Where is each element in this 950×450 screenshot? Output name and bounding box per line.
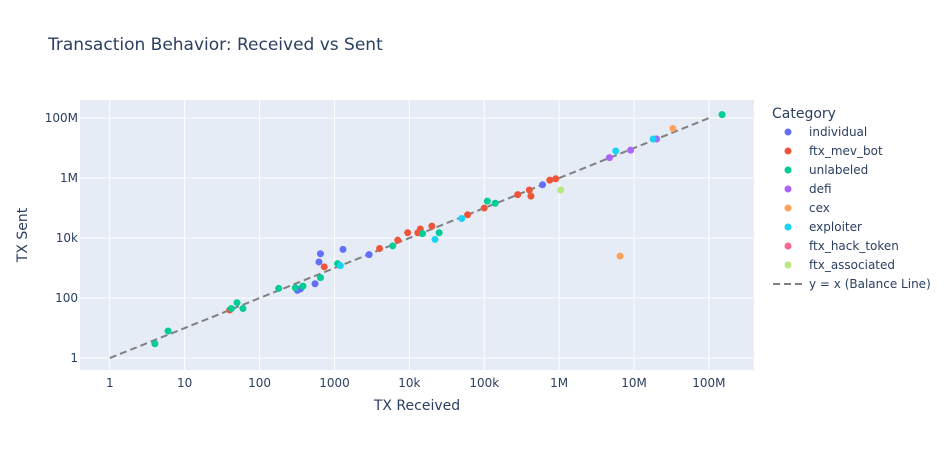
legend-label: exploiter (809, 220, 862, 234)
data-point-defi[interactable] (605, 154, 613, 162)
data-point-exploiter[interactable] (458, 214, 466, 222)
data-point-ftx-mev-bot[interactable] (552, 175, 560, 183)
data-point-ftx-associated[interactable] (557, 186, 565, 194)
y-tick-label: 10k (56, 231, 78, 245)
data-point-unlabeled[interactable] (291, 284, 299, 292)
x-tick-label: 1 (106, 376, 114, 390)
data-point-individual[interactable] (316, 250, 324, 258)
y-axis-title: TX Sent (15, 207, 31, 263)
data-point-ftx-mev-bot[interactable] (320, 263, 328, 271)
legend-label: ftx_hack_token (809, 239, 899, 253)
x-tick-label: 10M (621, 376, 647, 390)
grid (80, 100, 754, 370)
y-tick-label: 1M (60, 171, 78, 185)
data-point-unlabeled[interactable] (275, 284, 283, 292)
legend-marker (784, 261, 792, 269)
x-tick-label: 1M (550, 376, 568, 390)
legend-label: cex (809, 201, 830, 215)
legend-item-y-x-balance-line[interactable]: y = x (Balance Line) (773, 277, 931, 291)
legend-item-ftx-associated[interactable]: ftx_associated (784, 258, 896, 272)
y-tick-label: 1 (70, 351, 78, 365)
y-axis-ticks: 1 100 10k 1M 100M (45, 111, 78, 365)
data-point-ftx-mev-bot[interactable] (514, 191, 522, 199)
data-point-exploiter[interactable] (649, 135, 657, 143)
legend-marker (784, 128, 792, 136)
data-point-unlabeled[interactable] (316, 274, 324, 282)
x-tick-label: 10 (177, 376, 192, 390)
legend-marker (784, 204, 792, 212)
data-point-ftx-mev-bot[interactable] (464, 211, 472, 219)
data-point-unlabeled[interactable] (483, 197, 491, 205)
data-point-unlabeled[interactable] (491, 199, 499, 207)
data-point-exploiter[interactable] (431, 235, 439, 243)
data-point-defi[interactable] (627, 146, 635, 154)
legend-item-exploiter[interactable]: exploiter (784, 220, 862, 234)
data-point-ftx-mev-bot[interactable] (480, 204, 488, 212)
data-point-ftx-mev-bot[interactable] (376, 244, 384, 252)
x-tick-label: 10k (398, 376, 420, 390)
data-point-exploiter[interactable] (612, 147, 620, 155)
data-point-ftx-mev-bot[interactable] (394, 236, 402, 244)
x-tick-label: 1000 (319, 376, 350, 390)
legend-marker (784, 166, 792, 174)
x-tick-label: 100k (469, 376, 499, 390)
data-point-unlabeled[interactable] (239, 304, 247, 312)
data-point-individual[interactable] (539, 181, 547, 189)
legend-label: unlabeled (809, 163, 868, 177)
legend-item-unlabeled[interactable]: unlabeled (784, 163, 869, 177)
legend-marker (784, 242, 792, 250)
y-tick-label: 100 (55, 291, 78, 305)
x-axis-title: TX Received (373, 398, 460, 414)
chart-title: Transaction Behavior: Received vs Sent (47, 35, 383, 55)
legend-marker (784, 223, 792, 231)
legend-label: individual (809, 125, 867, 139)
data-point-unlabeled[interactable] (164, 327, 172, 335)
data-point-exploiter[interactable] (336, 262, 344, 270)
legend[interactable]: individual ftx_mev_bot unlabeled defi cex exp… (773, 125, 931, 291)
data-point-cex[interactable] (616, 252, 624, 260)
data-point-individual[interactable] (365, 251, 373, 259)
legend-label: ftx_associated (809, 258, 895, 272)
data-point-unlabeled[interactable] (299, 282, 307, 290)
x-tick-label: 100 (248, 376, 271, 390)
legend-label: ftx_mev_bot (809, 144, 883, 158)
data-point-ftx-mev-bot[interactable] (546, 176, 554, 184)
legend-item-individual[interactable]: individual (784, 125, 868, 139)
data-point-ftx-mev-bot[interactable] (527, 192, 535, 200)
data-point-ftx-mev-bot[interactable] (404, 229, 412, 237)
data-point-unlabeled[interactable] (419, 230, 427, 238)
legend-marker (784, 147, 792, 155)
legend-title: Category (772, 106, 836, 122)
balance-line (109, 117, 710, 359)
legend-item-cex[interactable]: cex (784, 201, 830, 215)
data-point-unlabeled[interactable] (233, 299, 241, 307)
x-axis-ticks: 1 10 100 1000 10k 100k 1M 10M 100M (106, 376, 726, 390)
legend-item-defi[interactable]: defi (784, 182, 832, 196)
data-point-individual[interactable] (311, 280, 319, 288)
data-point-unlabeled[interactable] (435, 229, 443, 237)
data-point-individual[interactable] (339, 245, 347, 253)
x-tick-label: 100M (692, 376, 725, 390)
data-point-individual[interactable] (315, 258, 323, 266)
data-points (151, 111, 726, 348)
legend-marker (784, 185, 792, 193)
y-tick-label: 100M (45, 111, 78, 125)
legend-label: defi (809, 182, 832, 196)
data-point-unlabeled[interactable] (151, 340, 159, 348)
data-point-ftx-mev-bot[interactable] (525, 186, 533, 194)
legend-item-ftx-mev-bot[interactable]: ftx_mev_bot (784, 144, 883, 158)
data-point-unlabeled[interactable] (389, 242, 397, 250)
data-point-ftx-mev-bot[interactable] (428, 222, 436, 230)
legend-label: y = x (Balance Line) (809, 277, 931, 291)
data-point-unlabeled[interactable] (227, 304, 235, 312)
reference-line-layer (109, 117, 710, 359)
legend-item-ftx-hack-token[interactable]: ftx_hack_token (784, 239, 899, 253)
data-point-unlabeled[interactable] (718, 111, 726, 119)
data-point-cex[interactable] (669, 124, 677, 132)
